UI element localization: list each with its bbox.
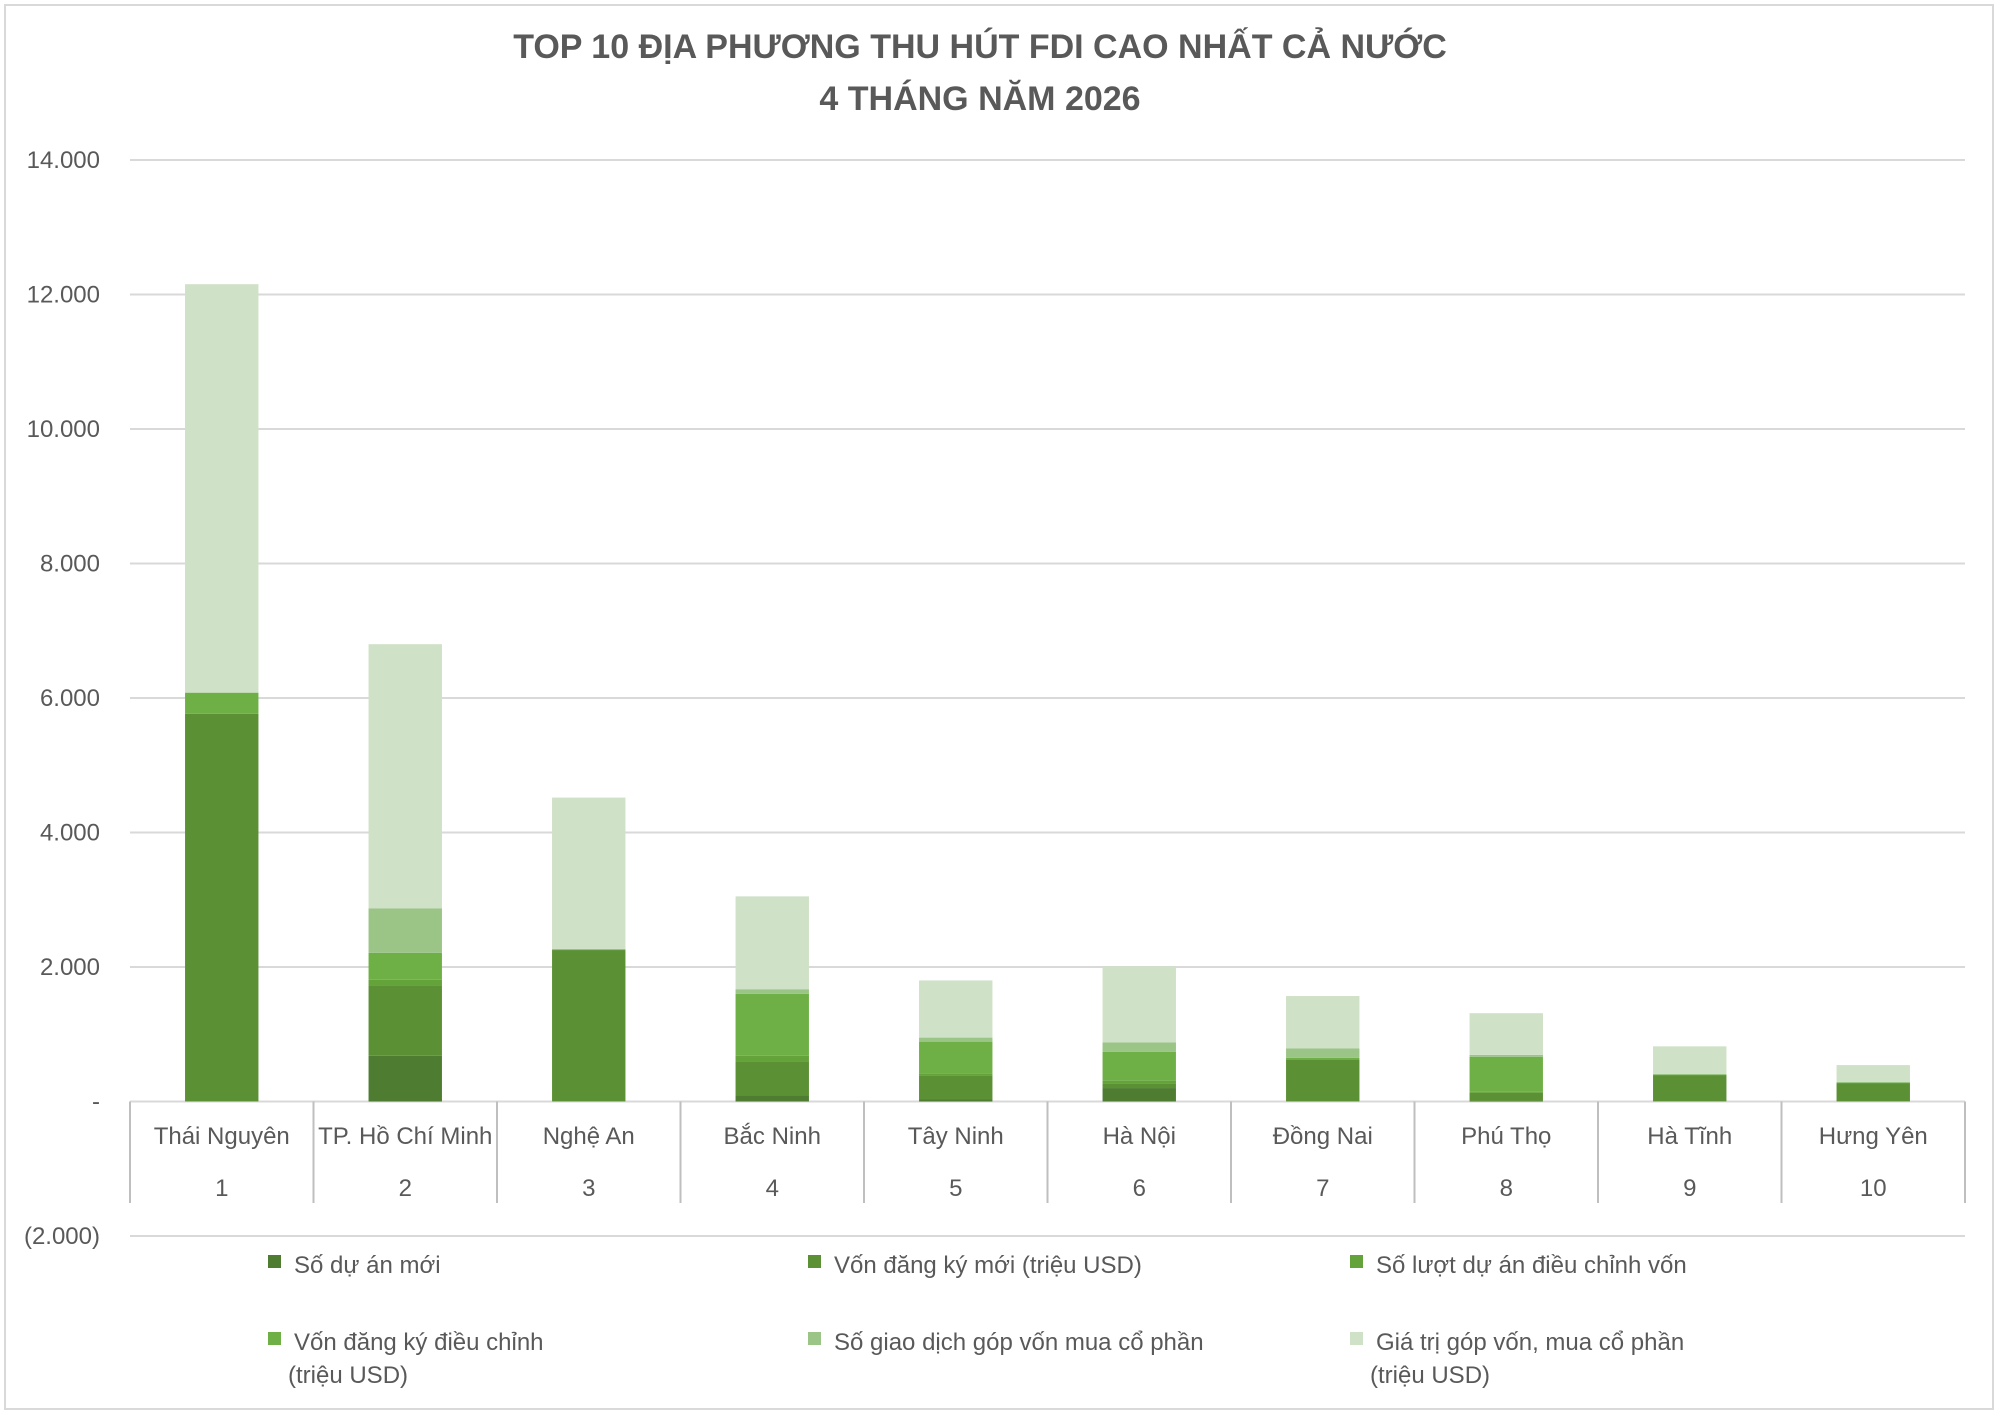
bar-segment (1469, 1056, 1543, 1092)
y-tick-label: 8.000 (40, 551, 100, 578)
bar-segment (1469, 1092, 1543, 1101)
y-tick-label: (2.000) (24, 1223, 100, 1250)
legend-swatch (268, 1332, 281, 1345)
y-tick-label: 14.000 (27, 147, 100, 174)
y-tick-label: 10.000 (27, 416, 100, 443)
category-rank-label: 1 (215, 1175, 228, 1202)
category-rank-label: 4 (766, 1175, 779, 1202)
bar-segment (919, 1099, 993, 1102)
legend-label: Vốn đăng ký điều chỉnh (triệu USD) (288, 1329, 544, 1389)
bar-segment (735, 993, 809, 1056)
y-tick-label: 6.000 (40, 685, 100, 712)
legend-swatch (1350, 1332, 1363, 1345)
category-label: Thái Nguyên (154, 1123, 290, 1150)
bar-segment (368, 952, 442, 980)
bar-segment (919, 1073, 993, 1076)
legend-label: Giá trị góp vốn, mua cổ phần (triệu USD) (1370, 1329, 1684, 1389)
bar-segment (1102, 1083, 1176, 1089)
legend-swatch (1350, 1255, 1363, 1268)
legend-swatch (268, 1255, 281, 1268)
bar-segment (1836, 1065, 1910, 1082)
bar-segment (368, 644, 442, 909)
y-tick-label: 2.000 (40, 954, 100, 981)
category-label: Hà Nội (1103, 1123, 1176, 1150)
bar-segment (735, 1095, 809, 1102)
category-label: Hà Tĩnh (1647, 1123, 1732, 1150)
category-label: Hưng Yên (1819, 1123, 1928, 1150)
bar-segment (185, 692, 259, 714)
legend-label: Số dự án mới (294, 1252, 441, 1279)
bar-segment (1836, 1083, 1910, 1102)
category-rank-label: 8 (1500, 1175, 1513, 1202)
bar-segment (552, 949, 626, 950)
bar-segment (368, 979, 442, 986)
bar-segment (1286, 1059, 1360, 1102)
bar-segment (919, 1041, 993, 1074)
y-axis-tick-labels: 14.000 12.000 10.000 8.000 6.000 4.000 2.000 - (… (24, 147, 100, 1250)
bar-segment (368, 908, 442, 953)
bar-segment (1286, 1048, 1360, 1058)
bar-segment (185, 284, 259, 693)
category-labels: Thái Nguyên 1 TP. Hồ Chí Minh 2 Nghệ An 3 Bắc … (154, 1123, 1928, 1202)
bar-segment (1653, 1046, 1727, 1074)
bar-segment (1102, 966, 1176, 1043)
bar-segment (735, 989, 809, 994)
legend-label: Số giao dịch góp vốn mua cổ phần (834, 1329, 1204, 1356)
bar-segment (1653, 1073, 1727, 1075)
legend-swatch (808, 1332, 821, 1345)
bar-segment (1469, 1091, 1543, 1093)
bar-segment (1102, 1080, 1176, 1084)
category-rank-label: 5 (949, 1175, 962, 1202)
bar-segment (919, 1075, 993, 1100)
y-tick-label: 4.000 (40, 820, 100, 847)
category-label: Phú Thọ (1461, 1123, 1551, 1150)
bar-segment (552, 797, 626, 949)
category-rank-label: 6 (1133, 1175, 1146, 1202)
bar-segment (185, 713, 259, 1102)
bar-segment (368, 985, 442, 1056)
y-tick-label: 12.000 (27, 282, 100, 309)
category-label: Đồng Nai (1273, 1123, 1373, 1150)
bar-segment (735, 1055, 809, 1062)
bar-segment (1836, 1081, 1910, 1083)
bar-segment (1102, 1088, 1176, 1102)
bar-segment (1102, 1042, 1176, 1052)
bar-segment (1102, 1051, 1176, 1081)
category-label: TP. Hồ Chí Minh (318, 1123, 492, 1150)
bar-segment (1286, 1057, 1360, 1060)
bar-segment (552, 950, 626, 1102)
chart-title-line-1: TOP 10 ĐỊA PHƯƠNG THU HÚT FDI CAO NHẤT C… (513, 28, 1447, 66)
bar-segment (919, 980, 993, 1038)
bar-segment (368, 1055, 442, 1102)
bar-segment (919, 1037, 993, 1042)
category-rank-label: 10 (1860, 1175, 1887, 1202)
legend: Số dự án mới Vốn đăng ký mới (triệu USD) S… (268, 1252, 1687, 1389)
category-label: Tây Ninh (908, 1123, 1004, 1150)
legend-label: Vốn đăng ký mới (triệu USD) (834, 1252, 1142, 1279)
category-axis-grid (129, 1101, 1966, 1203)
chart-title-line-2: 4 THÁNG NĂM 2026 (819, 80, 1140, 118)
category-label: Nghệ An (543, 1123, 635, 1150)
category-rank-label: 2 (399, 1175, 412, 1202)
category-label: Bắc Ninh (724, 1123, 821, 1150)
bar-segment (1469, 1100, 1543, 1102)
category-rank-label: 7 (1316, 1175, 1329, 1202)
category-rank-label: 3 (582, 1175, 595, 1202)
bars (185, 284, 1910, 1102)
bar-segment (1286, 996, 1360, 1049)
bar-segment (735, 1061, 809, 1096)
category-rank-label: 9 (1683, 1175, 1696, 1202)
bar-segment (1469, 1013, 1543, 1055)
legend-label: Số lượt dự án điều chỉnh vốn (1376, 1252, 1687, 1279)
y-tick-label: - (92, 1089, 100, 1116)
bar-segment (735, 896, 809, 990)
bar-segment (1653, 1075, 1727, 1102)
legend-swatch (808, 1255, 821, 1268)
bar-segment (1469, 1054, 1543, 1057)
